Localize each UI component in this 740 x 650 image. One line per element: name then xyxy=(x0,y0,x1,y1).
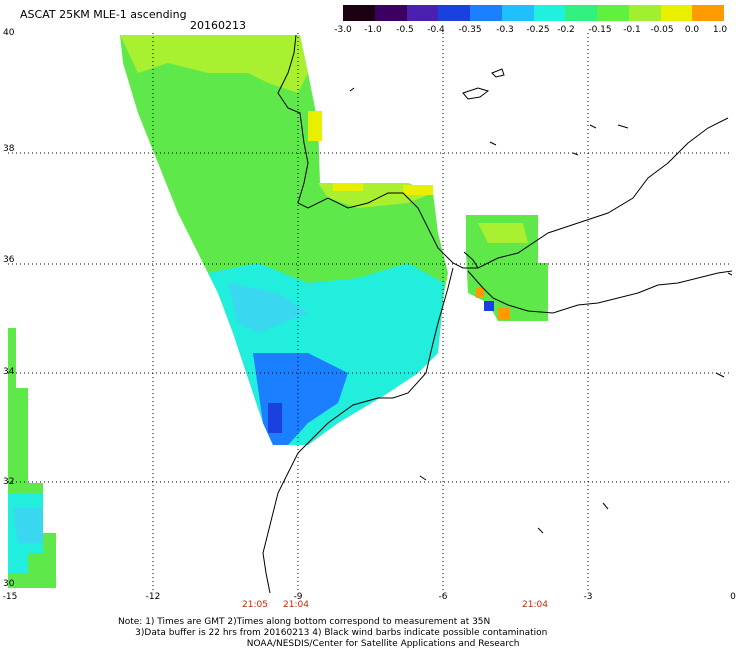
colorbar-label: 1.0 xyxy=(712,25,728,35)
longitude-label: -9 xyxy=(293,592,303,602)
swath-yellow-patch xyxy=(403,185,433,195)
time-label: 21:04 xyxy=(522,600,548,610)
colorbar-swatch xyxy=(565,5,597,21)
colorbar-label: -0.2 xyxy=(557,25,575,35)
time-label: 21:05 xyxy=(242,600,268,610)
colorbar-label: -0.35 xyxy=(458,25,482,35)
colorbar-swatch xyxy=(533,5,566,21)
colorbar-swatch xyxy=(470,5,502,21)
swath-aqua xyxy=(228,283,308,333)
islands xyxy=(349,68,732,534)
swath-alboran-lime xyxy=(478,223,528,243)
colorbar-label: -0.5 xyxy=(396,25,414,35)
colorbar-label: -0.1 xyxy=(623,25,641,35)
colorbar-label: 0.0 xyxy=(684,25,700,35)
colorbar-label: -0.25 xyxy=(526,25,550,35)
colorbar-swatch xyxy=(692,5,724,21)
colorbar-swatch xyxy=(597,5,629,21)
swath-yellow-patch xyxy=(308,111,322,141)
swath-orange-patch xyxy=(498,308,510,320)
colorbar-swatch xyxy=(501,5,534,21)
graticule xyxy=(8,33,732,593)
scatterometer-swath xyxy=(8,35,548,588)
colorbar-label: -0.15 xyxy=(588,25,612,35)
latitude-label: 34 xyxy=(3,367,15,377)
colorbar-label: -0.3 xyxy=(496,25,514,35)
latitude-label: 30 xyxy=(3,579,15,589)
swath-west-aqua xyxy=(13,508,43,543)
latitude-label: 38 xyxy=(3,144,15,154)
colorbar-swatch xyxy=(660,5,693,21)
latitude-label: 32 xyxy=(3,477,15,487)
swath-orange-patch xyxy=(476,288,484,298)
footnote-line: NOAA/NESDIS/Center for Satellite Applica… xyxy=(118,639,520,649)
footnotes: Note: 1) Times are GMT 2)Times along bot… xyxy=(118,617,547,650)
swath-blue xyxy=(253,353,348,445)
map-title: ASCAT 25KM MLE-1 ascending xyxy=(20,8,187,21)
colorbar-label: -0.4 xyxy=(427,25,445,35)
map-date: 20160213 xyxy=(190,19,246,32)
color-scale-bar xyxy=(343,5,724,21)
colorbar-label: -0.05 xyxy=(650,25,674,35)
latitude-label: 36 xyxy=(3,255,15,265)
latitude-label: 40 xyxy=(3,28,15,38)
longitude-label: -12 xyxy=(145,592,161,602)
colorbar-swatch xyxy=(406,5,439,21)
swath-deepblue xyxy=(268,403,282,433)
longitude-label: 0 xyxy=(730,592,736,602)
swath-blue-patch xyxy=(484,301,494,311)
footnote-line: 3)Data buffer is 22 hrs from 20160213 4)… xyxy=(118,628,548,638)
longitude-label: -6 xyxy=(438,592,448,602)
colorbar-swatch xyxy=(374,5,407,21)
swath-lime-band xyxy=(120,35,308,93)
time-label: 21:04 xyxy=(283,600,309,610)
longitude-label: -15 xyxy=(2,592,18,602)
colorbar-label: -1.0 xyxy=(364,25,382,35)
map-plot xyxy=(8,33,732,593)
longitude-label: -3 xyxy=(583,592,593,602)
colorbar-swatch xyxy=(438,5,470,21)
footnote-line: Note: 1) Times are GMT 2)Times along bot… xyxy=(118,617,491,627)
swath-yellow-patch xyxy=(333,183,363,191)
colorbar-swatch xyxy=(343,5,375,21)
colorbar-label: -3.0 xyxy=(334,25,352,35)
coastline xyxy=(262,34,732,593)
colorbar-swatch xyxy=(628,5,661,21)
